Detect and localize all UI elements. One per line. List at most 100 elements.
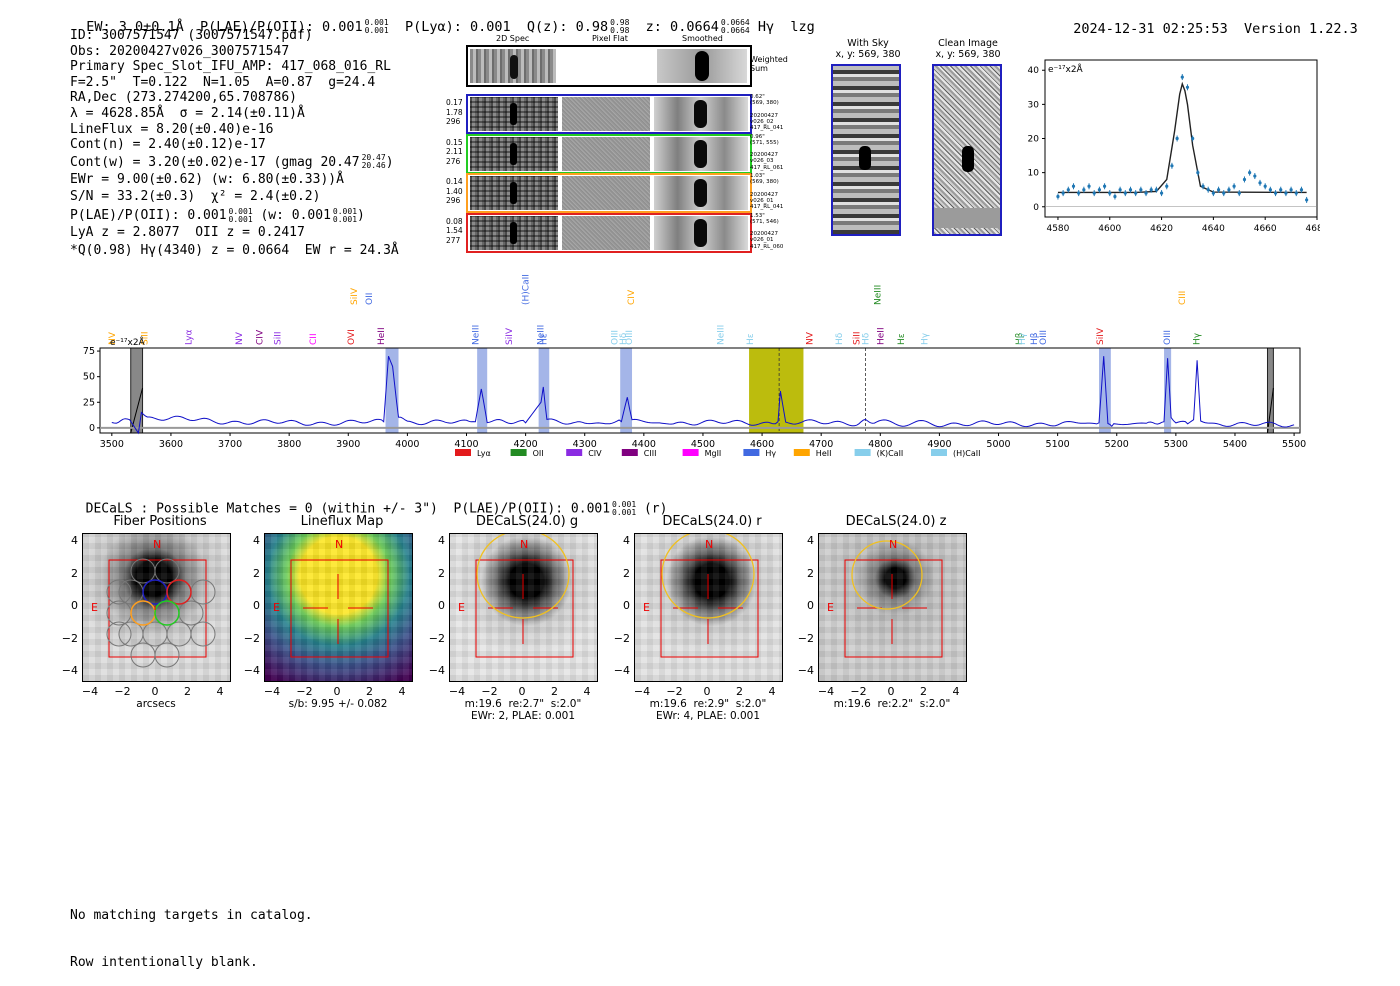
svg-text:CIII: CIII — [1178, 291, 1188, 305]
spectrum-mask-hatch — [1266, 387, 1274, 434]
zoom-data-point — [1185, 85, 1190, 89]
spectrum-xtick-label: 5300 — [1164, 439, 1188, 450]
svg-text:NeIII: NeIII — [873, 285, 883, 305]
aperture-box — [290, 559, 389, 658]
spectrum-xtick-label: 3700 — [218, 439, 242, 450]
panel-xtick-label: −4 — [448, 685, 466, 698]
spectrum-xtick-label: 5000 — [986, 439, 1010, 450]
legend-swatch — [854, 449, 871, 456]
svg-text:Hγ: Hγ — [1018, 332, 1028, 345]
zoom-data-point — [1061, 191, 1065, 195]
info-block: ID: 3007571547 (3007571547.pdf) Obs: 202… — [70, 28, 399, 260]
panel-ytick-label: 4 — [623, 534, 630, 547]
note-line-1: No matching targets in catalog. — [70, 908, 313, 923]
zoom-data-point — [1284, 191, 1288, 195]
panel-xtick-label: −2 — [850, 685, 867, 698]
spectrum-line-label: SiIV — [1096, 327, 1106, 345]
panel-caption: arcsecs — [136, 698, 176, 710]
panel-ytick-label: −4 — [797, 664, 814, 677]
panel-ytick-label: −2 — [613, 631, 630, 645]
spectrum-fit-window — [749, 348, 804, 433]
col-title-smoothed: Smoothed — [682, 34, 723, 43]
panel-xtick-label: 0 — [518, 685, 526, 698]
zoom-data-point — [1237, 191, 1241, 195]
panel-xtick-label: 2 — [366, 685, 373, 698]
panel-xtick-label: 2 — [184, 685, 191, 698]
svg-text:CII: CII — [309, 333, 319, 345]
spectrum-xtick-label: 3600 — [159, 439, 183, 450]
panel-xtick-label: 0 — [333, 685, 341, 698]
note-line-2: Row intentionally blank. — [70, 954, 258, 970]
spectrum-line-label: SiII — [273, 331, 283, 345]
with-sky-image — [831, 64, 901, 236]
header-summary: EW: 3.0±0.1Å P(LAE)/P(OII): 0.001 0.001 0.… — [70, 3, 815, 36]
panel-caption: s/b: 9.95 +/- 0.082 — [288, 698, 388, 710]
legend-label: OII — [533, 449, 544, 458]
zoom-data-point — [1170, 164, 1174, 168]
zoom-data-point — [1071, 184, 1076, 188]
fiber-row-frame — [466, 212, 752, 253]
panel-xtick-label: 4 — [216, 685, 224, 698]
fiber-circle — [190, 579, 216, 605]
spectrum-line-label: Hβ — [1030, 332, 1040, 345]
panel-xtick-label: 2 — [920, 685, 927, 698]
spectrum-xtick-label: 3500 — [100, 439, 124, 450]
spectrum-line-label: HeII — [876, 327, 886, 345]
spectrum-line-label: NeIII — [873, 285, 883, 305]
zoom-data-point — [1108, 191, 1112, 195]
spectrum-xtick-label: 5100 — [1046, 439, 1070, 450]
panel-ytick-label: −2 — [61, 631, 78, 645]
zoom-data-point — [1253, 174, 1257, 178]
zoom-data-point — [1273, 191, 1278, 195]
panel-caption: m:19.6 re:2.7" s:2.0" — [464, 698, 582, 710]
spectrum-line-label: SiII — [853, 331, 863, 345]
legend-label: Lyα — [477, 449, 491, 458]
fiber-circle — [106, 579, 132, 605]
fiber-row-frame — [466, 133, 752, 174]
fiber-row-meta: 0.62" (569, 380) 20200427 v026_02 417_RL_041 — [750, 94, 784, 131]
spectrum-line-band — [477, 348, 488, 433]
panel-ytick-label: 2 — [71, 566, 78, 580]
panel-xtick-label: 4 — [768, 685, 776, 698]
svg-text:SiIV: SiIV — [505, 327, 515, 345]
panel-xtick-label: −2 — [666, 685, 683, 698]
zoom-data-point — [1201, 184, 1205, 188]
with-sky-title: With Sky x, y: 569, 380 — [835, 38, 901, 60]
spectrum-line-label: Hβ — [1015, 332, 1025, 345]
zoom-data-point — [1289, 188, 1293, 192]
spectrum-line-label: SiIV — [350, 287, 360, 305]
info-q: *Q(0.98) Hγ(4340) z = 0.0664 EW r = 24.3… — [70, 242, 399, 258]
spectrum-line-label: Hε — [897, 333, 907, 345]
header-plae-frac: 0.001 0.001 — [364, 18, 389, 35]
legend-label: Hγ — [765, 449, 776, 458]
spectrum-xtick-label: 4000 — [395, 439, 419, 450]
spectrum-line-label: Lyα — [185, 329, 195, 345]
fiber-circle — [178, 600, 204, 626]
aperture-box — [844, 559, 943, 658]
fiber-circle — [106, 621, 132, 647]
spectrum-line-label: CIV — [256, 329, 266, 345]
header-prefix: EW: 3.0±0.1Å P(LAE)/P(OII): 0.001 — [86, 19, 363, 35]
panel-ytick-label: 2 — [253, 566, 260, 580]
zoom-xtick-label: 4580 — [1046, 224, 1069, 232]
fiber-row-stats: 0.08 1.54 277 — [446, 216, 463, 245]
spectrum-xtick-label: 4500 — [691, 439, 715, 450]
legend-swatch — [931, 449, 947, 456]
east-label: E — [458, 601, 465, 614]
north-label: N — [705, 538, 713, 551]
svg-text:OIII: OIII — [1039, 330, 1049, 345]
zoom-data-point — [1102, 184, 1107, 188]
info-params: F=2.5" T=0.122 N=1.05 A=0.87 g=24.4 — [70, 74, 376, 90]
panel-ytick-label: 0 — [623, 599, 630, 612]
panel-ytick-label: −4 — [61, 664, 78, 677]
spectrum-xtick-label: 5500 — [1282, 439, 1306, 450]
zoom-data-point — [1139, 188, 1143, 192]
spectrum-mask-hatch — [130, 387, 144, 434]
spectrum-line-label: CIII — [1178, 291, 1188, 305]
fiber-row-stats: 0.15 2.11 276 — [446, 137, 463, 166]
svg-text:Hβ: Hβ — [1030, 332, 1040, 345]
panel-caption: EWr: 4, PLAE: 0.001 — [655, 710, 761, 722]
spectrum-line-label: Hε — [746, 333, 756, 345]
zoom-xtick-label: 4600 — [1098, 224, 1121, 232]
spectrum-line-label: OII — [365, 293, 375, 305]
